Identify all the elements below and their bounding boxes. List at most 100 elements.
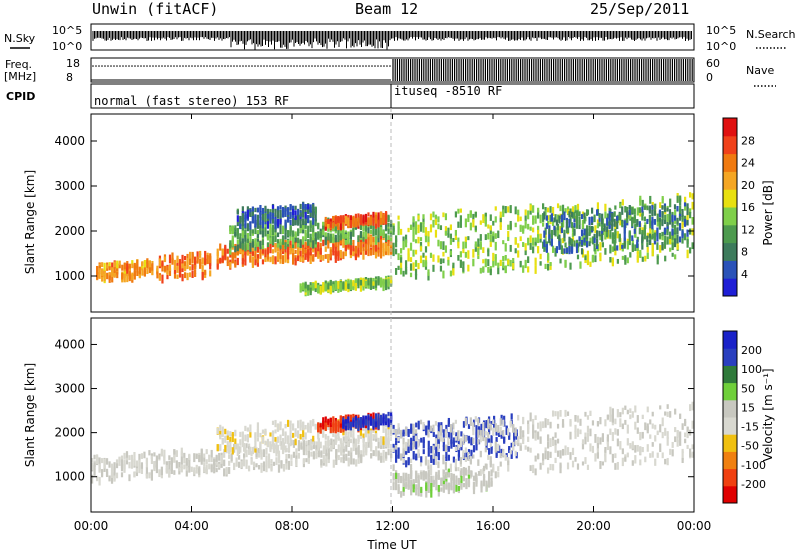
heatmap-cell — [437, 255, 440, 263]
heatmap-cell — [579, 261, 582, 269]
heatmap-cell — [284, 245, 287, 254]
heatmap-cell — [334, 281, 337, 290]
heatmap-cell — [93, 468, 96, 476]
heatmap-cell — [118, 457, 121, 463]
heatmap-cell — [576, 463, 580, 470]
heatmap-cell — [549, 206, 552, 213]
heatmap-cell — [616, 438, 619, 447]
freq-point — [380, 65, 382, 67]
heatmap-cell — [482, 214, 485, 224]
heatmap-cell — [402, 488, 405, 496]
heatmap-cell — [628, 236, 631, 246]
heatmap-cell — [537, 246, 540, 254]
heatmap-cell — [384, 211, 388, 220]
heatmap-cell — [485, 463, 488, 470]
heatmap-cell — [581, 223, 585, 229]
heatmap-cell — [467, 213, 470, 223]
heatmap-cell — [414, 429, 418, 434]
heatmap-cell — [344, 281, 347, 291]
heatmap-cell — [564, 208, 567, 213]
heatmap-cell — [534, 237, 537, 242]
heatmap-cell — [384, 423, 388, 428]
heatmap-cell — [419, 246, 423, 251]
heatmap-cell — [479, 244, 482, 250]
heatmap-cell — [382, 441, 385, 449]
heatmap-cell — [256, 233, 260, 238]
heatmap-cell — [669, 448, 672, 455]
heatmap-cell — [269, 432, 272, 437]
heatmap-cell — [349, 248, 352, 256]
heatmap-cell — [467, 478, 471, 486]
heatmap-cell — [681, 208, 684, 217]
heatmap-cell — [266, 214, 270, 219]
heatmap-cell — [529, 204, 532, 209]
heatmap-cell — [417, 215, 420, 220]
heatmap-cell — [467, 435, 471, 444]
heatmap-cell — [342, 215, 345, 223]
nsky-frame — [90, 23, 695, 51]
heatmap-cell — [180, 456, 183, 465]
heatmap-cell — [297, 246, 300, 254]
heatmap-cell — [234, 231, 237, 237]
heatmap-cell — [277, 450, 281, 458]
heatmap-cell — [379, 227, 383, 234]
heatmap-cell — [626, 438, 629, 446]
heatmap-cell — [271, 255, 275, 262]
heatmap-cell — [349, 252, 352, 259]
heatmap-cell — [484, 437, 487, 446]
heatmap-cell — [462, 261, 465, 269]
heatmap-cell — [319, 250, 322, 259]
heatmap-cell — [641, 446, 644, 453]
heatmap-cell — [246, 232, 249, 240]
heatmap-cell — [487, 478, 491, 488]
freq-point — [272, 65, 274, 67]
heatmap-cell — [611, 232, 614, 240]
heatmap-cell — [382, 436, 385, 445]
heatmap-cell — [485, 420, 488, 425]
heatmap-cell — [575, 246, 579, 254]
heatmap-cell — [357, 249, 360, 257]
heatmap-cell — [564, 409, 567, 417]
heatmap-cell — [324, 236, 327, 246]
heatmap-cell — [255, 463, 258, 468]
heatmap-cell — [420, 437, 423, 443]
heatmap-cell — [397, 221, 400, 231]
heatmap-cell — [452, 482, 455, 491]
heatmap-cell — [641, 236, 644, 244]
heatmap-cell — [437, 443, 440, 450]
heatmap-cell — [457, 431, 460, 437]
heatmap-cell — [369, 435, 373, 444]
heatmap-cell — [646, 218, 649, 224]
heatmap-cell — [477, 429, 480, 438]
heatmap-cell — [447, 227, 450, 235]
heatmap-cell — [334, 234, 337, 243]
heatmap-cell — [355, 447, 358, 452]
colorbar-swatch — [723, 348, 737, 366]
freq-point — [167, 65, 169, 67]
heatmap-cell — [332, 416, 335, 425]
heatmap-cell — [649, 434, 652, 439]
heatmap-cell — [467, 449, 471, 454]
heatmap-cell — [208, 454, 211, 463]
heatmap-cell — [462, 438, 465, 445]
heatmap-cell — [374, 413, 378, 418]
heatmap-cell — [317, 244, 320, 252]
heatmap-cell — [349, 421, 352, 431]
heatmap-cell — [499, 218, 502, 228]
heatmap-cell — [427, 429, 430, 438]
heatmap-cell — [176, 264, 179, 273]
heatmap-cell — [105, 471, 109, 478]
freq-point — [179, 65, 181, 67]
heatmap-cell — [563, 233, 566, 238]
heatmap-cell — [583, 217, 586, 224]
heatmap-cell — [684, 196, 687, 206]
heatmap-cell — [529, 235, 532, 243]
heatmap-cell — [492, 427, 495, 436]
heatmap-cell — [527, 436, 530, 442]
heatmap-cell — [646, 252, 649, 259]
heatmap-cell — [666, 431, 669, 439]
heatmap-cell — [571, 460, 575, 468]
heatmap-cell — [111, 262, 114, 272]
heatmap-cell — [352, 417, 355, 422]
heatmap-cell — [494, 257, 497, 266]
